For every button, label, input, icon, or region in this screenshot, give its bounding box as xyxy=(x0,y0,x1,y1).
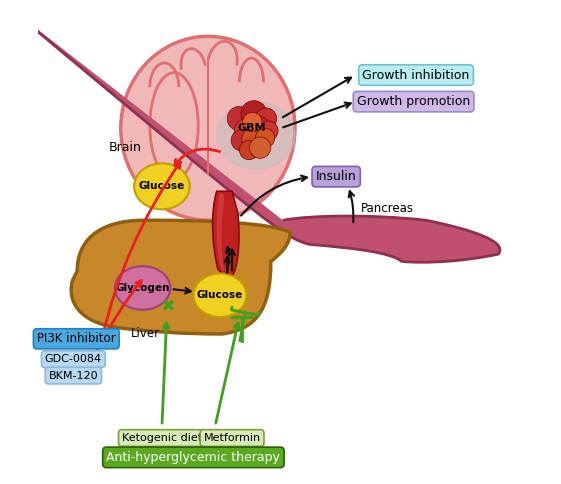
Ellipse shape xyxy=(194,273,247,317)
Ellipse shape xyxy=(150,73,198,179)
Text: Glycogen: Glycogen xyxy=(116,283,170,293)
Circle shape xyxy=(231,130,252,151)
Text: Ketogenic diet: Ketogenic diet xyxy=(122,433,202,443)
Circle shape xyxy=(241,101,267,127)
Circle shape xyxy=(259,121,278,140)
Text: PI3K inhibitor: PI3K inhibitor xyxy=(37,333,116,345)
Circle shape xyxy=(227,106,251,131)
Circle shape xyxy=(243,112,262,132)
Text: Glucose: Glucose xyxy=(139,182,185,191)
PathPatch shape xyxy=(71,220,290,334)
Text: GDC-0084: GDC-0084 xyxy=(45,354,102,364)
Text: Anti-hyperglycemic therapy: Anti-hyperglycemic therapy xyxy=(107,451,280,464)
Circle shape xyxy=(250,137,271,158)
Text: Growth promotion: Growth promotion xyxy=(357,95,470,108)
Circle shape xyxy=(248,116,269,137)
PathPatch shape xyxy=(213,191,239,276)
Ellipse shape xyxy=(115,266,171,310)
Text: BKM-120: BKM-120 xyxy=(49,371,98,380)
Circle shape xyxy=(242,127,266,151)
Ellipse shape xyxy=(121,36,295,220)
Text: Growth inhibition: Growth inhibition xyxy=(362,69,470,81)
Text: GBM: GBM xyxy=(237,123,266,133)
Circle shape xyxy=(234,119,259,143)
Text: Glucose: Glucose xyxy=(197,290,243,300)
Text: Pancreas: Pancreas xyxy=(361,202,413,215)
Circle shape xyxy=(240,140,259,160)
PathPatch shape xyxy=(217,194,225,271)
Text: Metformin: Metformin xyxy=(204,433,261,443)
Text: Brain: Brain xyxy=(109,141,142,154)
Circle shape xyxy=(255,108,277,129)
Text: Liver: Liver xyxy=(130,327,159,340)
PathPatch shape xyxy=(280,216,500,262)
Circle shape xyxy=(255,128,275,148)
Ellipse shape xyxy=(134,164,190,210)
Text: Insulin: Insulin xyxy=(316,170,357,183)
Ellipse shape xyxy=(218,102,295,169)
